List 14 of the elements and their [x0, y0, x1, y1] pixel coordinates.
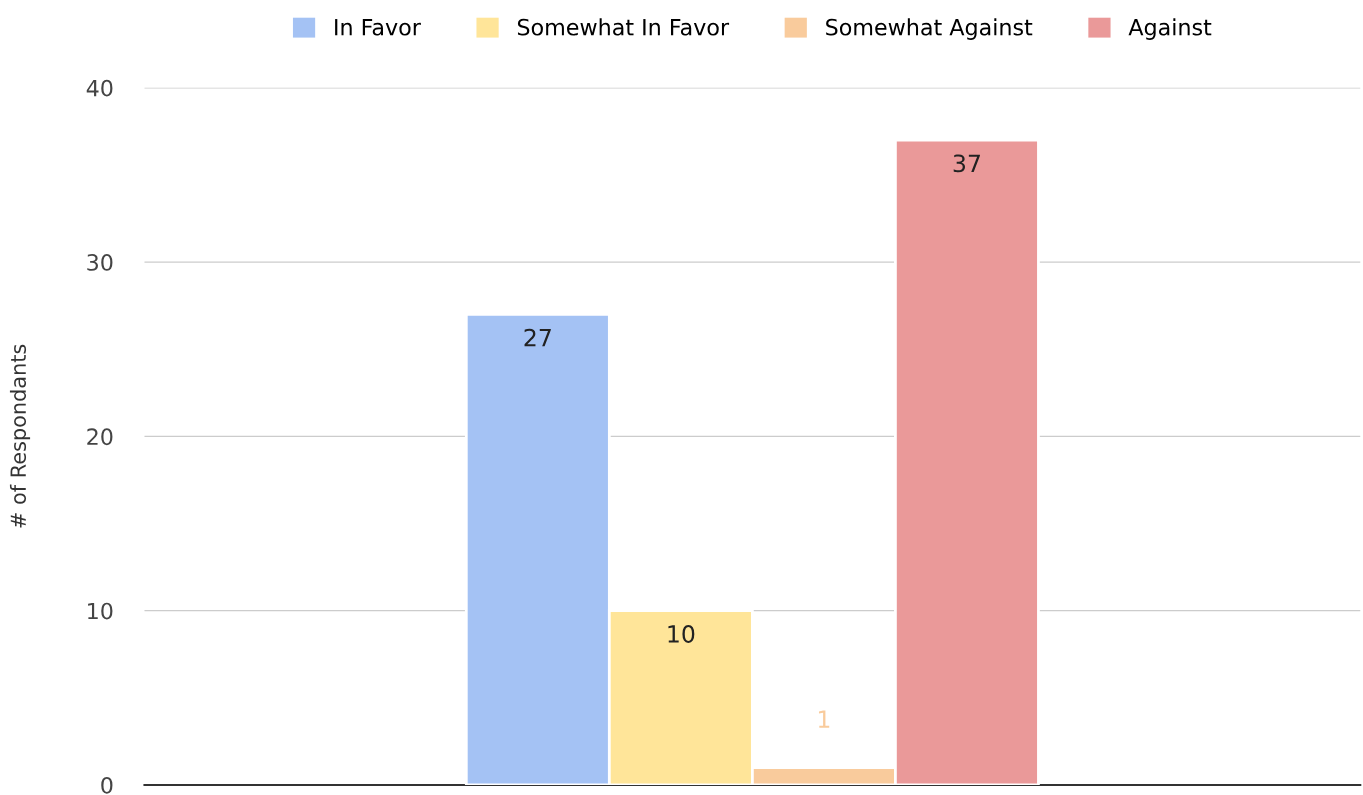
y-axis-title: # of Respondants	[9, 344, 31, 528]
data-label: 37	[953, 154, 980, 173]
y-tick-label: 40	[86, 79, 113, 97]
legend-label: Somewhat In Favor	[517, 18, 730, 36]
y-tick-label: 20	[87, 428, 113, 446]
data-label: 27	[524, 328, 551, 347]
data-label: 1	[818, 710, 830, 728]
legend-label: Somewhat Against	[826, 18, 1033, 40]
data-label: 10	[668, 625, 695, 643]
y-tick-label: 30	[87, 254, 113, 271]
legend-label: In Favor	[335, 19, 421, 36]
legend-label: Against	[1128, 18, 1212, 40]
y-tick-label: 0	[101, 776, 113, 794]
y-tick-label: 10	[88, 602, 113, 620]
